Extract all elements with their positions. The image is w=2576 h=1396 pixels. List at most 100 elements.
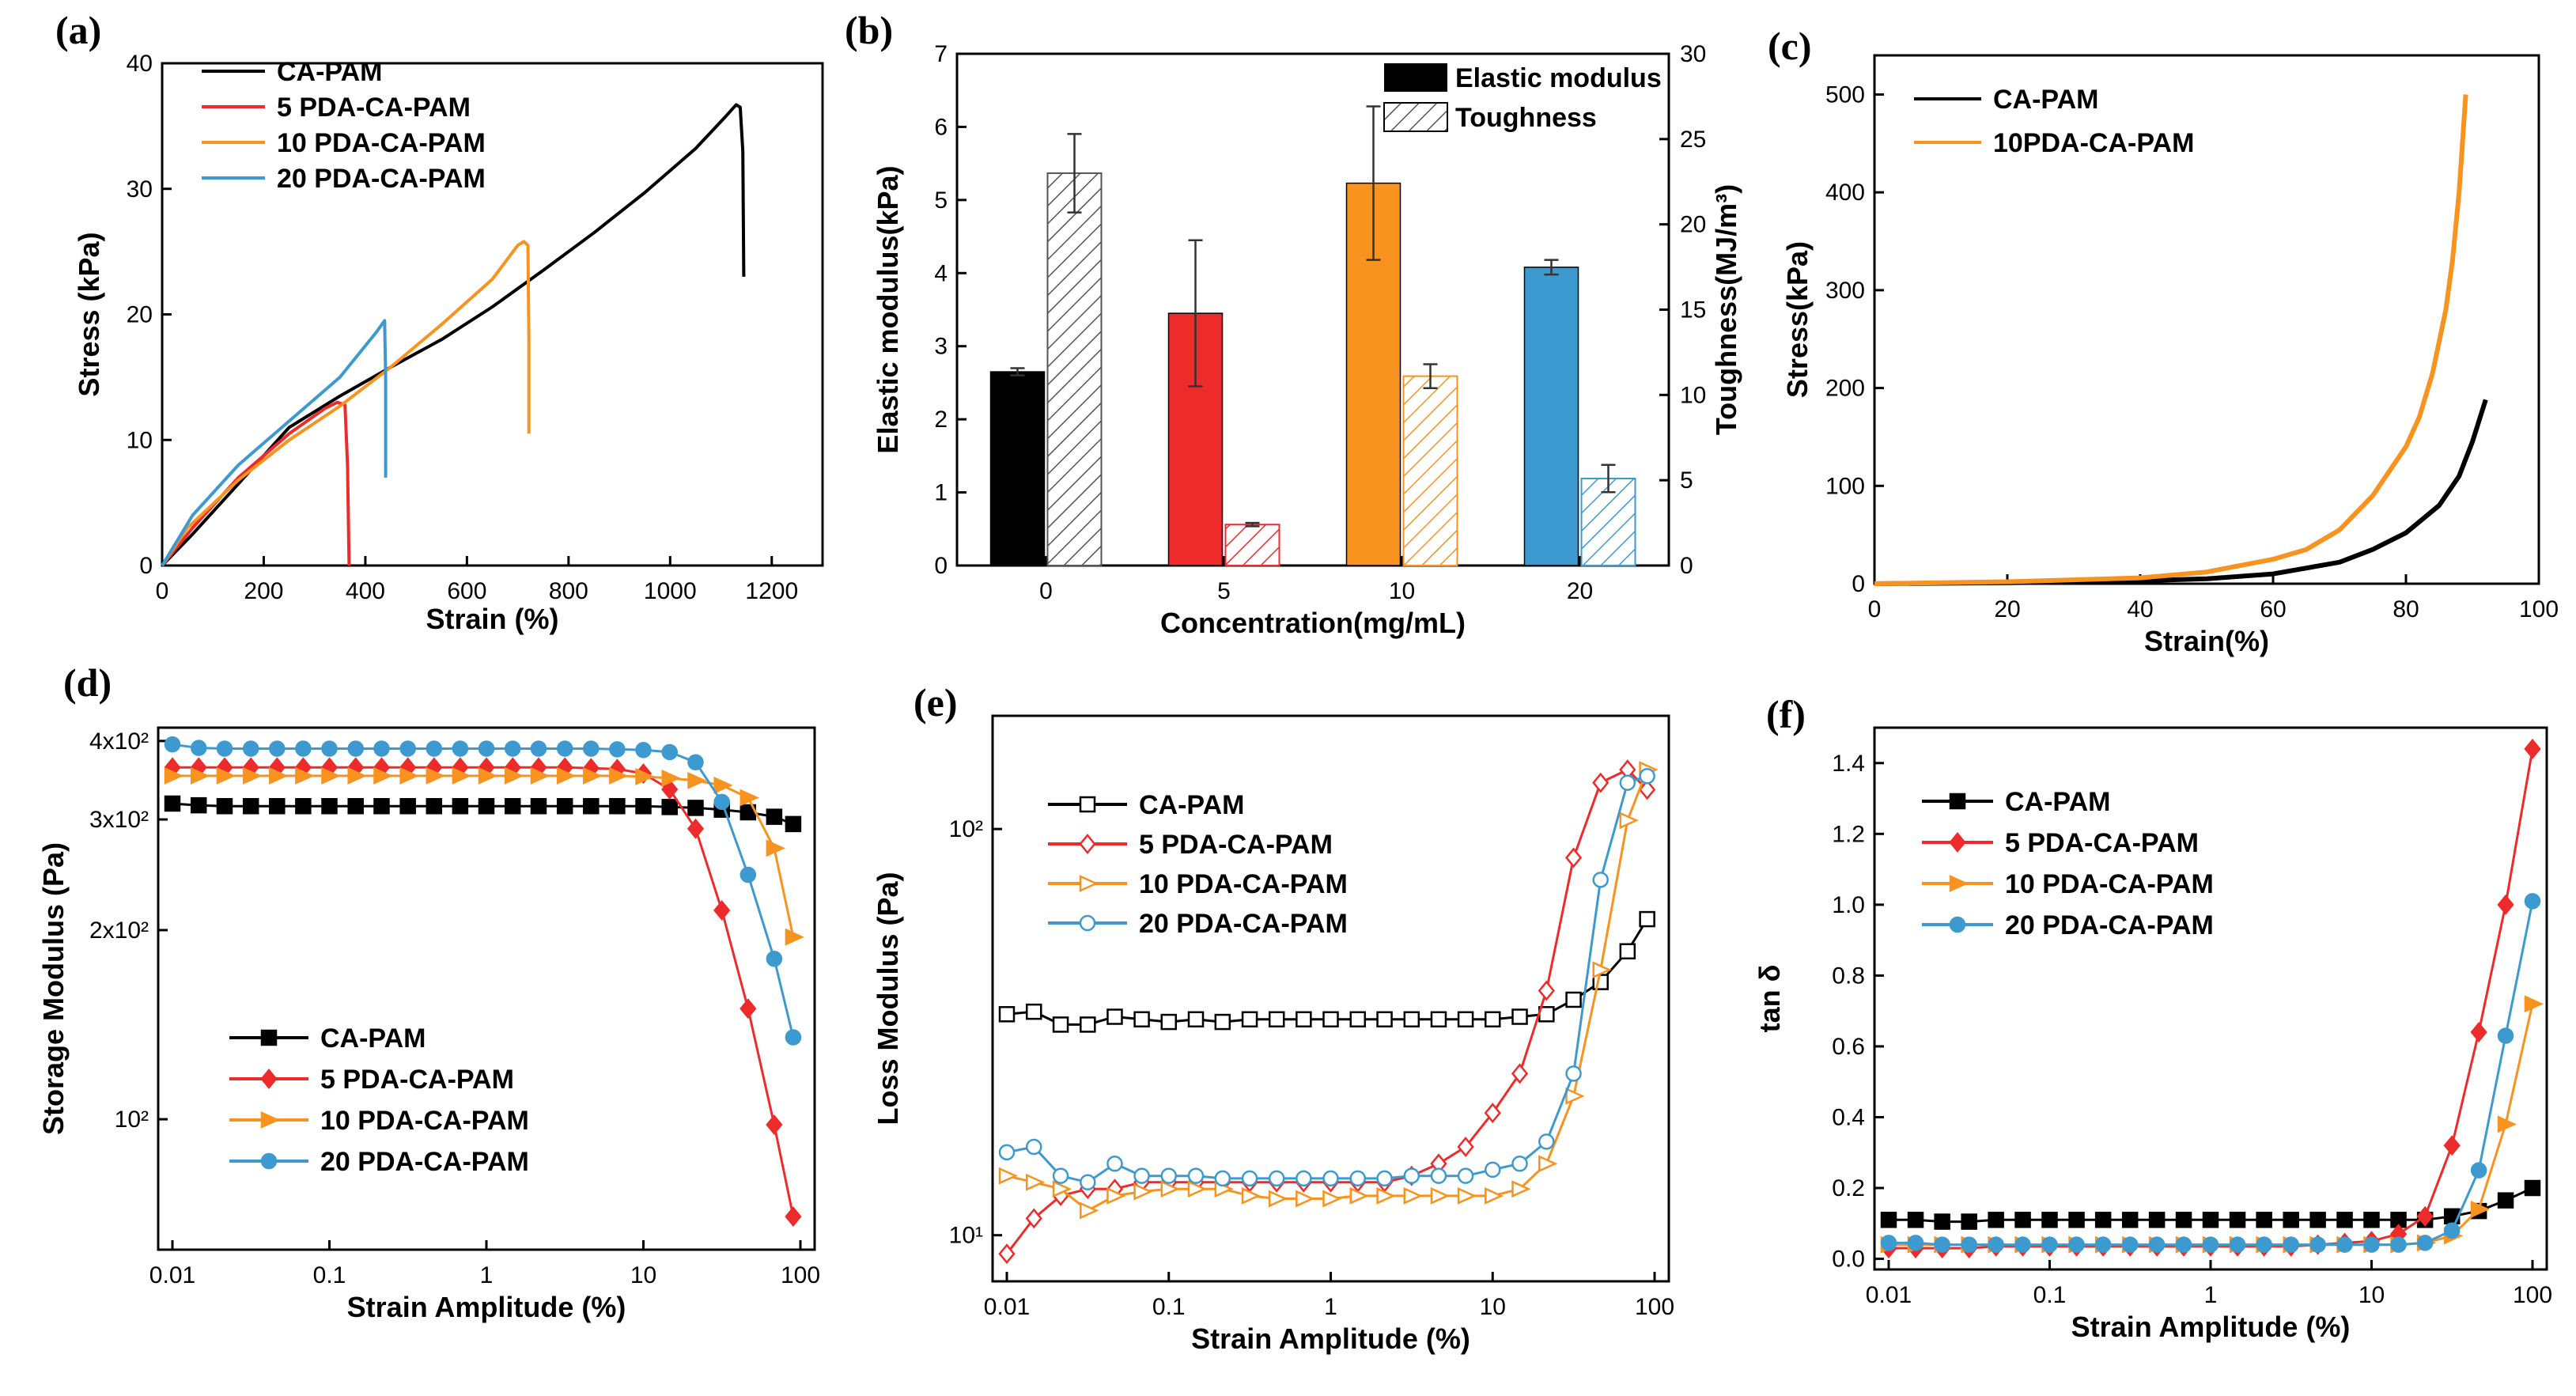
y-tick-label: 10² [949, 816, 983, 842]
data-point [1949, 793, 1966, 810]
data-point [556, 766, 577, 785]
series-line [1889, 901, 2534, 1247]
y-tick-label: 2x10² [89, 917, 149, 944]
x-tick-label: 60 [2260, 596, 2286, 622]
data-point [635, 797, 652, 815]
series-line [1874, 399, 2488, 586]
data-point [452, 766, 471, 785]
data-point [1187, 1180, 1208, 1198]
x-tick-label: 400 [346, 578, 385, 604]
y-tick-label: 100 [1825, 473, 1865, 499]
data-point [216, 797, 233, 815]
data-point [661, 743, 678, 761]
data-point [1080, 1016, 1096, 1033]
data-point [1079, 834, 1096, 854]
data-point [242, 766, 263, 785]
data-point [1187, 1011, 1205, 1028]
panel-frame [1873, 726, 2548, 1271]
legend-label: Toughness [1455, 103, 1597, 133]
y-tick-label: 20 [127, 302, 153, 328]
data-point [190, 766, 210, 785]
data-point [2094, 1212, 2112, 1228]
y-tick-label: 4x10² [89, 728, 149, 755]
data-point [635, 741, 652, 759]
data-point [2524, 1179, 2541, 1197]
data-point [242, 740, 259, 757]
panel-label: (a) [55, 8, 101, 52]
data-point [478, 740, 495, 757]
data-point [260, 1029, 278, 1046]
data-point [2497, 1115, 2517, 1133]
x-tick-label: 40 [2127, 596, 2153, 622]
data-point [1052, 1180, 1072, 1198]
data-point [269, 740, 286, 757]
data-point [583, 740, 600, 757]
data-point [2068, 1212, 2085, 1228]
data-point [1026, 1003, 1042, 1020]
series-line [1874, 94, 2468, 586]
y2-tick-label: 30 [1680, 41, 1706, 67]
legend-label: 10 PDA-CA-PAM [320, 1106, 529, 1136]
y-tick-label: 3x10² [89, 807, 149, 833]
data-point [2283, 1236, 2299, 1253]
data-point [1349, 1187, 1369, 1205]
y-tick-label: 0.8 [1832, 963, 1865, 989]
panel-label: (c) [1768, 24, 1812, 68]
data-point [1907, 1212, 1924, 1228]
data-point [740, 789, 759, 807]
data-point [2175, 1236, 2192, 1253]
data-point [713, 793, 730, 811]
y-tick-label: 400 [1825, 180, 1865, 206]
x-tick-label: 100 [2513, 1282, 2552, 1308]
data-point [1322, 1011, 1339, 1028]
data-point [347, 797, 364, 815]
data-point [1565, 991, 1582, 1008]
y-tick-label: 7 [934, 41, 948, 67]
data-point [2068, 1236, 2085, 1253]
data-point [2443, 1222, 2461, 1239]
data-point [1026, 1138, 1042, 1156]
data-point [260, 1152, 278, 1170]
data-point [1052, 1167, 1069, 1184]
y-tick-label: 1.4 [1832, 751, 1865, 777]
series-line [161, 319, 388, 567]
y2-tick-label: 15 [1680, 297, 1706, 323]
data-point [399, 740, 416, 757]
legend-label: CA-PAM [1993, 85, 2098, 115]
data-point [1639, 767, 1655, 785]
data-point [740, 998, 757, 1020]
data-point [1485, 1161, 1501, 1178]
data-point [1268, 1190, 1288, 1208]
data-point [347, 740, 364, 757]
data-point [1430, 1187, 1451, 1205]
data-point [164, 795, 181, 812]
data-point [295, 740, 312, 757]
data-point [766, 839, 785, 857]
y-tick-label: 1.2 [1832, 821, 1865, 847]
data-point [2524, 995, 2544, 1013]
data-point [1268, 1011, 1285, 1028]
data-point [661, 779, 679, 800]
data-point [1403, 1011, 1420, 1028]
data-point [556, 797, 573, 815]
data-point [2336, 1212, 2353, 1228]
y-tick-label: 1.0 [1832, 892, 1865, 918]
data-point [687, 754, 704, 770]
data-point [1457, 1187, 1477, 1205]
y2-tick-label: 5 [1680, 467, 1693, 494]
data-point [1988, 1212, 2004, 1228]
data-point [2363, 1236, 2380, 1253]
data-point [452, 740, 469, 757]
data-point [530, 740, 547, 757]
data-point [1268, 1170, 1285, 1187]
data-point [1133, 1011, 1150, 1028]
data-point [2121, 1236, 2139, 1253]
panel-label: (f) [1766, 692, 1806, 736]
data-point [1538, 1155, 1558, 1173]
x-tick-label: 200 [244, 578, 283, 604]
data-point [1511, 1180, 1531, 1198]
y-axis-title: Elastic modulus(kPa) [872, 165, 904, 453]
x-tick-label: 1 [1324, 1294, 1337, 1320]
data-point [1025, 1208, 1042, 1229]
data-point [687, 800, 704, 816]
